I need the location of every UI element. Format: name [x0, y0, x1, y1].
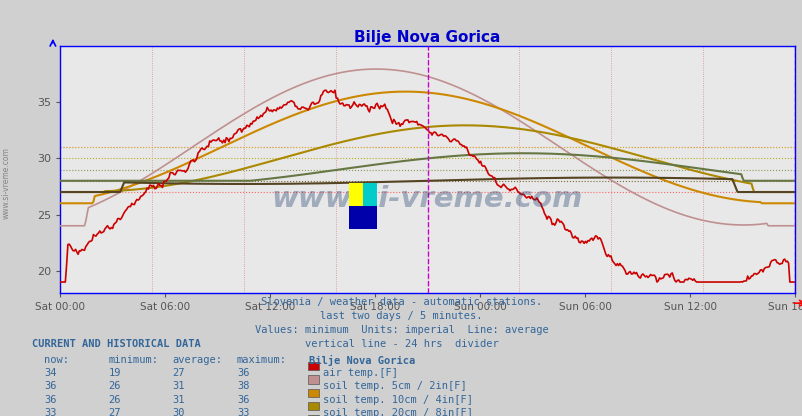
Text: 30: 30 [172, 408, 185, 416]
Text: 27: 27 [108, 408, 121, 416]
Text: www.si-vreme.com: www.si-vreme.com [2, 147, 11, 219]
Bar [363, 183, 377, 206]
Text: soil temp. 5cm / 2in[F]: soil temp. 5cm / 2in[F] [322, 381, 466, 391]
Bar [349, 183, 363, 206]
Text: CURRENT AND HISTORICAL DATA: CURRENT AND HISTORICAL DATA [32, 339, 200, 349]
Text: 36: 36 [237, 368, 249, 378]
Text: soil temp. 20cm / 8in[F]: soil temp. 20cm / 8in[F] [322, 408, 472, 416]
Text: 19: 19 [108, 368, 121, 378]
Text: 31: 31 [172, 381, 185, 391]
Text: 33: 33 [237, 408, 249, 416]
Text: 31: 31 [172, 395, 185, 405]
Text: 34: 34 [44, 368, 57, 378]
Text: soil temp. 10cm / 4in[F]: soil temp. 10cm / 4in[F] [322, 395, 472, 405]
Text: 26: 26 [108, 381, 121, 391]
Text: www.si-vreme.com: www.si-vreme.com [272, 185, 582, 213]
Text: 36: 36 [44, 381, 57, 391]
Text: 36: 36 [44, 395, 57, 405]
Text: average:: average: [172, 355, 222, 365]
Text: Slovenia / weather data - automatic stations.
last two days / 5 minutes.
Values:: Slovenia / weather data - automatic stat… [254, 297, 548, 349]
Text: 33: 33 [44, 408, 57, 416]
Text: minimum:: minimum: [108, 355, 158, 365]
Text: maximum:: maximum: [237, 355, 286, 365]
Text: Bilje Nova Gorica: Bilje Nova Gorica [309, 355, 415, 366]
Text: 26: 26 [108, 395, 121, 405]
Text: 36: 36 [237, 395, 249, 405]
Text: 27: 27 [172, 368, 185, 378]
Bar [349, 206, 363, 229]
Text: 38: 38 [237, 381, 249, 391]
Text: now:: now: [44, 355, 69, 365]
Bar [363, 206, 377, 229]
Title: Bilje Nova Gorica: Bilje Nova Gorica [354, 30, 500, 45]
Text: air temp.[F]: air temp.[F] [322, 368, 397, 378]
